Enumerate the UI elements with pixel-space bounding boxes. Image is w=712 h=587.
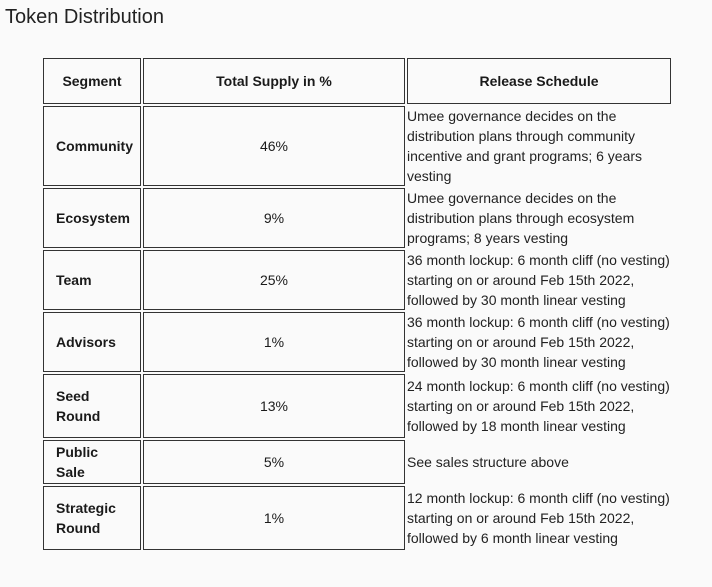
token-distribution-table: Segment Total Supply in % Release Schedu… [41,56,673,552]
schedule-cell: 36 month lockup: 6 month cliff (no vesti… [407,314,670,370]
table-header-row: Segment Total Supply in % Release Schedu… [43,58,671,104]
segment-cell: Team [43,250,141,310]
schedule-cell: 36 month lockup: 6 month cliff (no vesti… [407,252,670,308]
supply-cell: 1% [143,312,405,372]
segment-cell: Ecosystem [43,188,141,248]
table-row: Strategic Round 1% 12 month lockup: 6 mo… [43,486,671,550]
table-row: Public Sale 5% See sales structure above [43,440,671,484]
header-total-supply: Total Supply in % [143,58,405,104]
header-release-schedule: Release Schedule [407,58,671,104]
supply-cell: 13% [143,374,405,438]
table-row: Community 46% Umee governance decides on… [43,106,671,186]
segment-cell: Public Sale [43,440,141,484]
supply-cell: 5% [143,440,405,484]
schedule-cell: 12 month lockup: 6 month cliff (no vesti… [407,490,670,546]
schedule-cell: Umee governance decides on the distribut… [407,190,635,246]
segment-cell: Seed Round [43,374,141,438]
schedule-cell: 24 month lockup: 6 month cliff (no vesti… [407,378,670,434]
supply-cell: 25% [143,250,405,310]
schedule-cell: See sales structure above [407,454,569,470]
table-row: Advisors 1% 36 month lockup: 6 month cli… [43,312,671,372]
header-segment: Segment [43,58,141,104]
schedule-cell: Umee governance decides on the distribut… [407,108,643,184]
table-row: Ecosystem 9% Umee governance decides on … [43,188,671,248]
table-row: Seed Round 13% 24 month lockup: 6 month … [43,374,671,438]
segment-cell: Advisors [43,312,141,372]
segment-cell: Strategic Round [43,486,141,550]
supply-cell: 9% [143,188,405,248]
table-row: Team 25% 36 month lockup: 6 month cliff … [43,250,671,310]
page-title: Token Distribution [5,6,164,28]
segment-cell: Community [43,106,141,186]
supply-cell: 1% [143,486,405,550]
supply-cell: 46% [143,106,405,186]
